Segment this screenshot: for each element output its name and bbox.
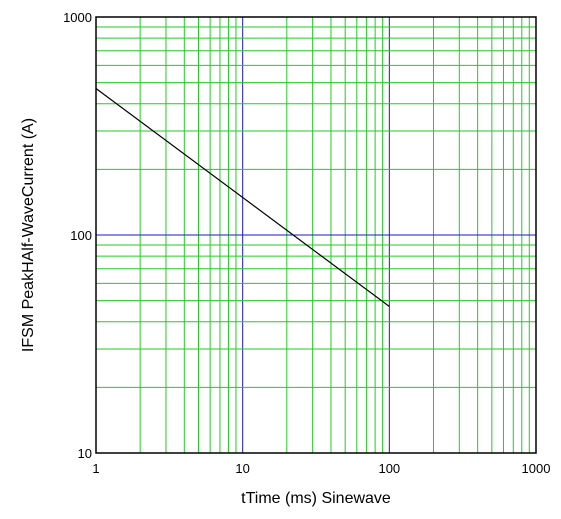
y-tick-label: 10 <box>78 446 92 461</box>
plot-frame <box>95 16 537 454</box>
grid <box>96 17 536 453</box>
x-tick-label: 1 <box>92 461 99 476</box>
y-axis-title: IFSM PeakHAlf-WaveCurrent (A) <box>20 118 37 352</box>
x-tick-label: 10 <box>235 461 249 476</box>
y-tick-labels: 10 100 1000 <box>63 10 92 461</box>
x-axis-title: tTime (ms) Sinewave <box>241 490 391 507</box>
y-tick-label: 1000 <box>63 10 92 25</box>
x-tick-label: 100 <box>378 461 400 476</box>
series-line <box>95 88 390 307</box>
y-tick-label: 100 <box>70 228 92 243</box>
x-tick-label: 1000 <box>522 461 551 476</box>
series-lines <box>95 88 390 307</box>
x-tick-labels: 1 10 100 1000 <box>92 461 550 476</box>
